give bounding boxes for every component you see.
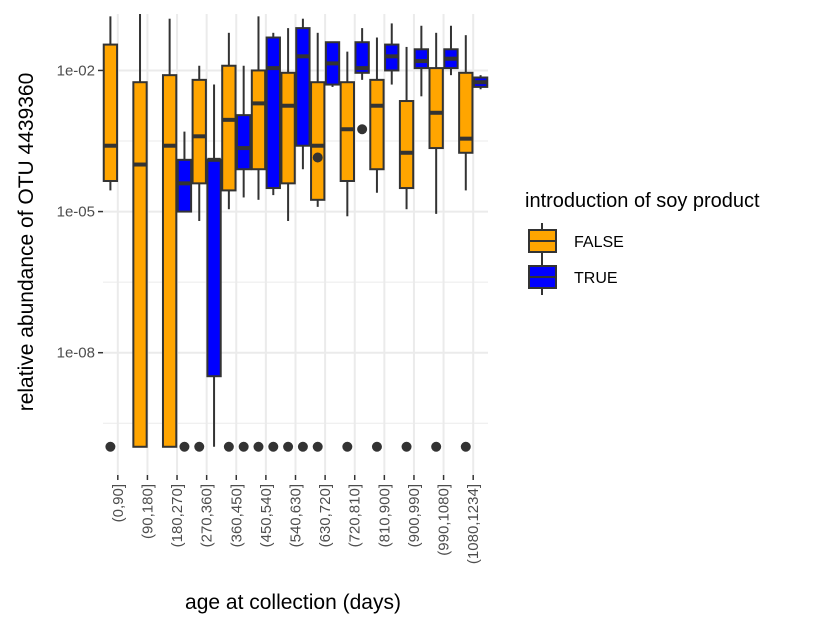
outlier-point <box>268 441 279 452</box>
box-false-7 <box>310 32 326 452</box>
box-body <box>206 158 222 378</box>
box-false-8 <box>339 51 355 452</box>
box-true-8 <box>354 28 370 135</box>
box-body <box>191 78 207 185</box>
box-body <box>236 114 252 171</box>
outlier-point <box>312 152 323 163</box>
outlier-point <box>194 441 205 452</box>
box-false-9 <box>369 37 385 452</box>
box-false-3 <box>191 65 207 452</box>
outlier-point <box>401 441 412 452</box>
x-tick-label: (90,180] <box>139 484 156 539</box>
box-body <box>295 27 311 147</box>
box-false-10 <box>398 46 415 452</box>
box-body <box>339 81 355 182</box>
box-false-11 <box>428 32 444 452</box>
outlier-point <box>357 124 368 135</box>
outlier-point <box>342 441 353 452</box>
outlier-point <box>371 441 382 452</box>
box-false-0 <box>102 16 119 452</box>
x-tick-label: (630,720] <box>317 484 334 547</box>
box-body <box>310 81 326 201</box>
x-tick-label: (270,360] <box>199 484 216 547</box>
x-tick-label: (450,540] <box>258 484 275 547</box>
box-true-12 <box>472 75 489 90</box>
outlier-point <box>223 441 234 452</box>
y-axis-title: relative abundance of OTU 4439360 <box>15 73 38 412</box>
box-body <box>250 69 267 171</box>
legend-label: TRUE <box>574 270 618 287</box>
box-true-3 <box>206 84 222 447</box>
x-tick-label: (180,270] <box>169 484 186 547</box>
outlier-point <box>460 441 471 452</box>
box-body <box>458 71 474 154</box>
y-tick-label: 1e-02 <box>57 62 95 79</box>
x-tick-label: (540,630] <box>288 484 305 547</box>
legend-entry-false: FALSE <box>528 223 624 259</box>
outlier-point <box>283 441 294 452</box>
outlier-point <box>431 441 442 452</box>
box-true-11 <box>443 25 459 76</box>
box-body <box>369 78 385 171</box>
x-tick-label: (810,900] <box>376 484 393 547</box>
box-false-1 <box>132 14 148 448</box>
legend-label: FALSE <box>574 234 624 251</box>
box-true-6 <box>295 18 311 452</box>
box-body <box>132 81 148 448</box>
y-tick-label: 1e-08 <box>57 345 95 362</box>
legend-title: introduction of soy product <box>525 190 760 212</box>
outlier-point <box>238 441 249 452</box>
box-body <box>398 100 415 190</box>
outlier-point <box>312 441 323 452</box>
x-tick-label: (720,810] <box>347 484 364 547</box>
box-body <box>428 67 444 150</box>
box-true-10 <box>413 25 430 97</box>
outlier-point <box>179 441 190 452</box>
box-true-7 <box>324 41 341 87</box>
box-false-12 <box>458 35 474 452</box>
y-axis: 1e-02 1e-05 1e-08 <box>57 62 103 362</box>
box-body <box>280 71 296 185</box>
x-tick-label: (990,1080] <box>436 484 453 556</box>
x-axis: (0,90] (90,180] (180,270] (270,360] (360,450… <box>110 475 482 564</box>
outlier-point <box>253 441 264 452</box>
box-false-4 <box>221 32 237 452</box>
box-body <box>354 41 370 74</box>
box-true-5 <box>265 32 281 452</box>
x-tick-label: (360,450] <box>228 484 245 547</box>
box-series <box>102 14 489 452</box>
box-false-5 <box>250 16 267 452</box>
legend-entry-true: TRUE <box>528 259 618 295</box>
outlier-point <box>297 441 308 452</box>
x-tick-label: (900,990] <box>406 484 423 547</box>
legend: introduction of soy product FALSE TRUE <box>525 190 760 295</box>
outlier-point <box>105 441 116 452</box>
box-true-9 <box>384 23 400 85</box>
box-body <box>265 36 281 190</box>
y-tick-label: 1e-05 <box>57 204 95 221</box>
x-axis-title: age at collection (days) <box>185 591 401 614</box>
box-body <box>221 64 237 192</box>
box-body <box>161 74 178 448</box>
box-true-4 <box>236 65 252 452</box>
x-tick-label: (0,90] <box>110 484 127 522</box>
legend-entries: FALSE TRUE <box>528 223 624 295</box>
box-false-2 <box>161 18 178 448</box>
box-true-2 <box>176 131 193 452</box>
x-tick-label: (1080,1234] <box>465 484 482 564</box>
box-false-6 <box>280 28 296 452</box>
box-body <box>176 158 193 213</box>
box-body <box>413 48 430 70</box>
box-body <box>102 43 119 182</box>
